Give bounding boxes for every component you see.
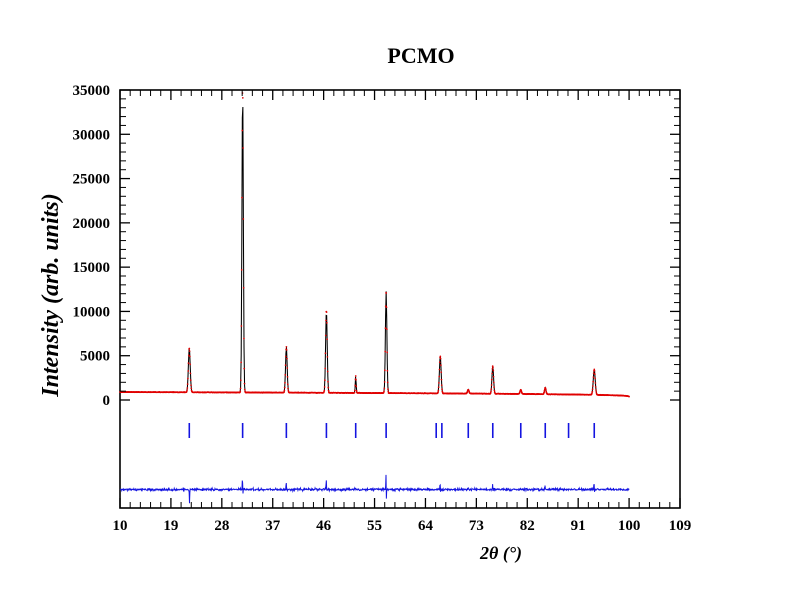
svg-text:10000: 10000 (73, 304, 111, 320)
svg-text:10: 10 (113, 518, 128, 534)
svg-text:82: 82 (520, 518, 535, 534)
svg-text:28: 28 (214, 518, 229, 534)
svg-text:100: 100 (618, 518, 641, 534)
svg-text:25000: 25000 (73, 172, 111, 188)
svg-text:PCMO: PCMO (387, 43, 454, 68)
svg-text:37: 37 (265, 518, 281, 534)
svg-text:109: 109 (669, 518, 692, 534)
svg-text:0: 0 (103, 393, 111, 409)
svg-text:15000: 15000 (73, 260, 111, 276)
svg-text:46: 46 (316, 518, 332, 534)
svg-text:2θ (°): 2θ (°) (479, 543, 522, 564)
svg-text:Intensity (arb. units): Intensity (arb. units) (38, 193, 64, 397)
svg-text:55: 55 (367, 518, 382, 534)
svg-text:19: 19 (163, 518, 178, 534)
svg-text:30000: 30000 (73, 127, 111, 143)
svg-text:5000: 5000 (80, 349, 110, 365)
svg-text:64: 64 (418, 518, 434, 534)
svg-text:91: 91 (571, 518, 586, 534)
svg-text:73: 73 (469, 518, 484, 534)
svg-text:35000: 35000 (73, 83, 111, 99)
svg-text:20000: 20000 (73, 216, 111, 232)
